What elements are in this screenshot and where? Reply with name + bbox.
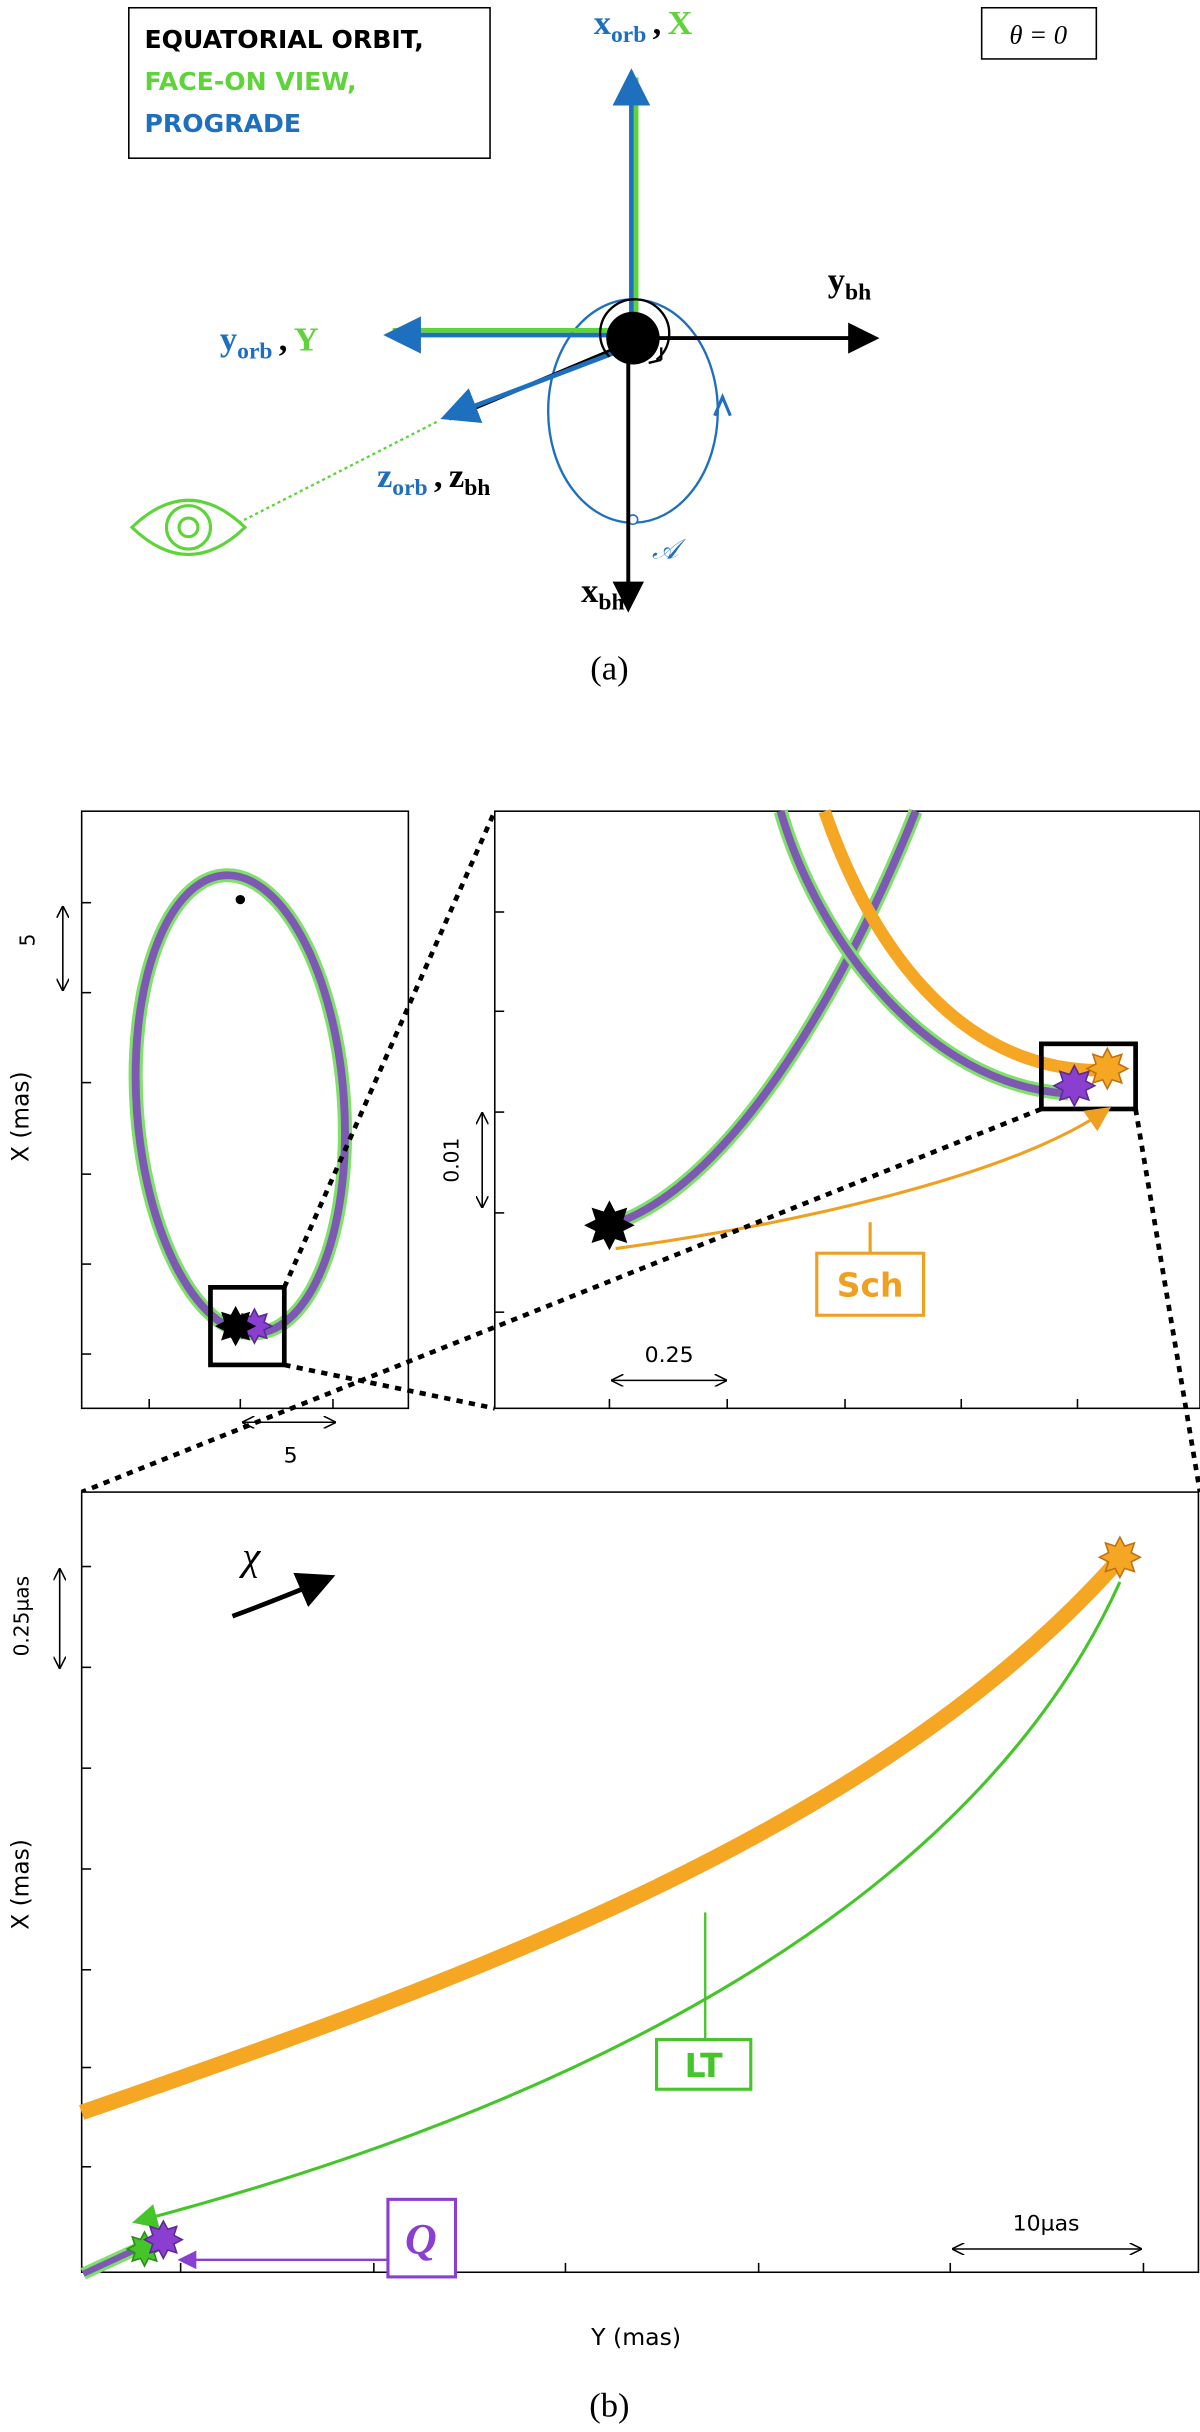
q-box xyxy=(386,2197,458,2279)
lt-box xyxy=(654,2038,753,2091)
star xyxy=(1097,1535,1143,1580)
angle-label: θ = 0 xyxy=(1009,20,1067,50)
label-y-orb: yorb, Y xyxy=(220,321,319,365)
caption: (b) xyxy=(589,2387,629,2425)
stars xyxy=(125,1046,1143,2268)
scale-label: 5 xyxy=(284,1444,298,1469)
panel-a: EQUATORIAL ORBIT, FACE-ON VIEW, PROGRADE… xyxy=(128,4,1098,688)
ticks xyxy=(494,911,1079,1409)
label-x-bh: xbh xyxy=(581,572,624,616)
label-y-bh: ybh xyxy=(828,262,871,306)
line-of-sight xyxy=(238,420,438,524)
zoom-box xyxy=(208,1285,287,1368)
x-axis-label: Y (mas) xyxy=(590,2323,681,2351)
scale-label: 0.25 xyxy=(645,1343,694,1368)
star xyxy=(1085,1046,1130,1091)
caption: (a) xyxy=(590,650,628,688)
y-axis-label: X (mas) xyxy=(6,1839,34,1930)
sch-track xyxy=(818,809,1108,1077)
chi-arrow xyxy=(231,1572,336,1619)
legend-line: EQUATORIAL ORBIT, xyxy=(145,25,424,54)
sch-box xyxy=(815,1251,926,1317)
orbit-point-label: 𝒜 xyxy=(652,535,687,566)
legend-line: PROGRADE xyxy=(145,109,302,138)
ticks xyxy=(81,901,334,1409)
angle-box xyxy=(980,6,1098,60)
scale-label: 0.01 xyxy=(440,1138,464,1183)
black-hole-dot xyxy=(235,894,246,905)
q-label: Q xyxy=(405,2216,437,2264)
track xyxy=(608,809,920,1230)
scale-label: 10µas xyxy=(1013,2211,1080,2236)
sch-track xyxy=(79,1553,1126,2120)
sch-arrow xyxy=(615,1107,1111,1251)
zoom-connectors xyxy=(80,810,1200,1495)
legend-line: FACE-ON VIEW, xyxy=(145,67,357,96)
star xyxy=(584,1200,635,1251)
star xyxy=(215,1305,257,1347)
scale-label: 0.25µas xyxy=(9,1576,33,1657)
sch-label: Sch xyxy=(837,1267,904,1305)
orbit-direction xyxy=(713,393,732,417)
label-z-orb: zorb, zbh xyxy=(377,457,490,501)
spin xyxy=(598,298,671,361)
chi-label: χ xyxy=(238,1534,261,1579)
axis-z-orb xyxy=(440,345,630,423)
observer-eye xyxy=(129,498,248,557)
scale-label: 5 xyxy=(15,934,39,947)
detail-frame xyxy=(80,1491,1200,2274)
ticks xyxy=(81,1565,1145,2273)
label-x-orb: xorb, X xyxy=(594,4,693,48)
black-hole xyxy=(606,311,660,365)
legend-box xyxy=(128,6,491,159)
y-axis-label: X (mas) xyxy=(6,1071,34,1162)
lt-label: LT xyxy=(685,2047,724,2085)
spin-arrow xyxy=(648,347,663,365)
track xyxy=(776,810,1069,1098)
star xyxy=(142,2219,184,2260)
panel-b: X (mas) 5 5 Sch 0.01 0.25 xyxy=(6,808,1200,2425)
star xyxy=(1052,1063,1097,1108)
